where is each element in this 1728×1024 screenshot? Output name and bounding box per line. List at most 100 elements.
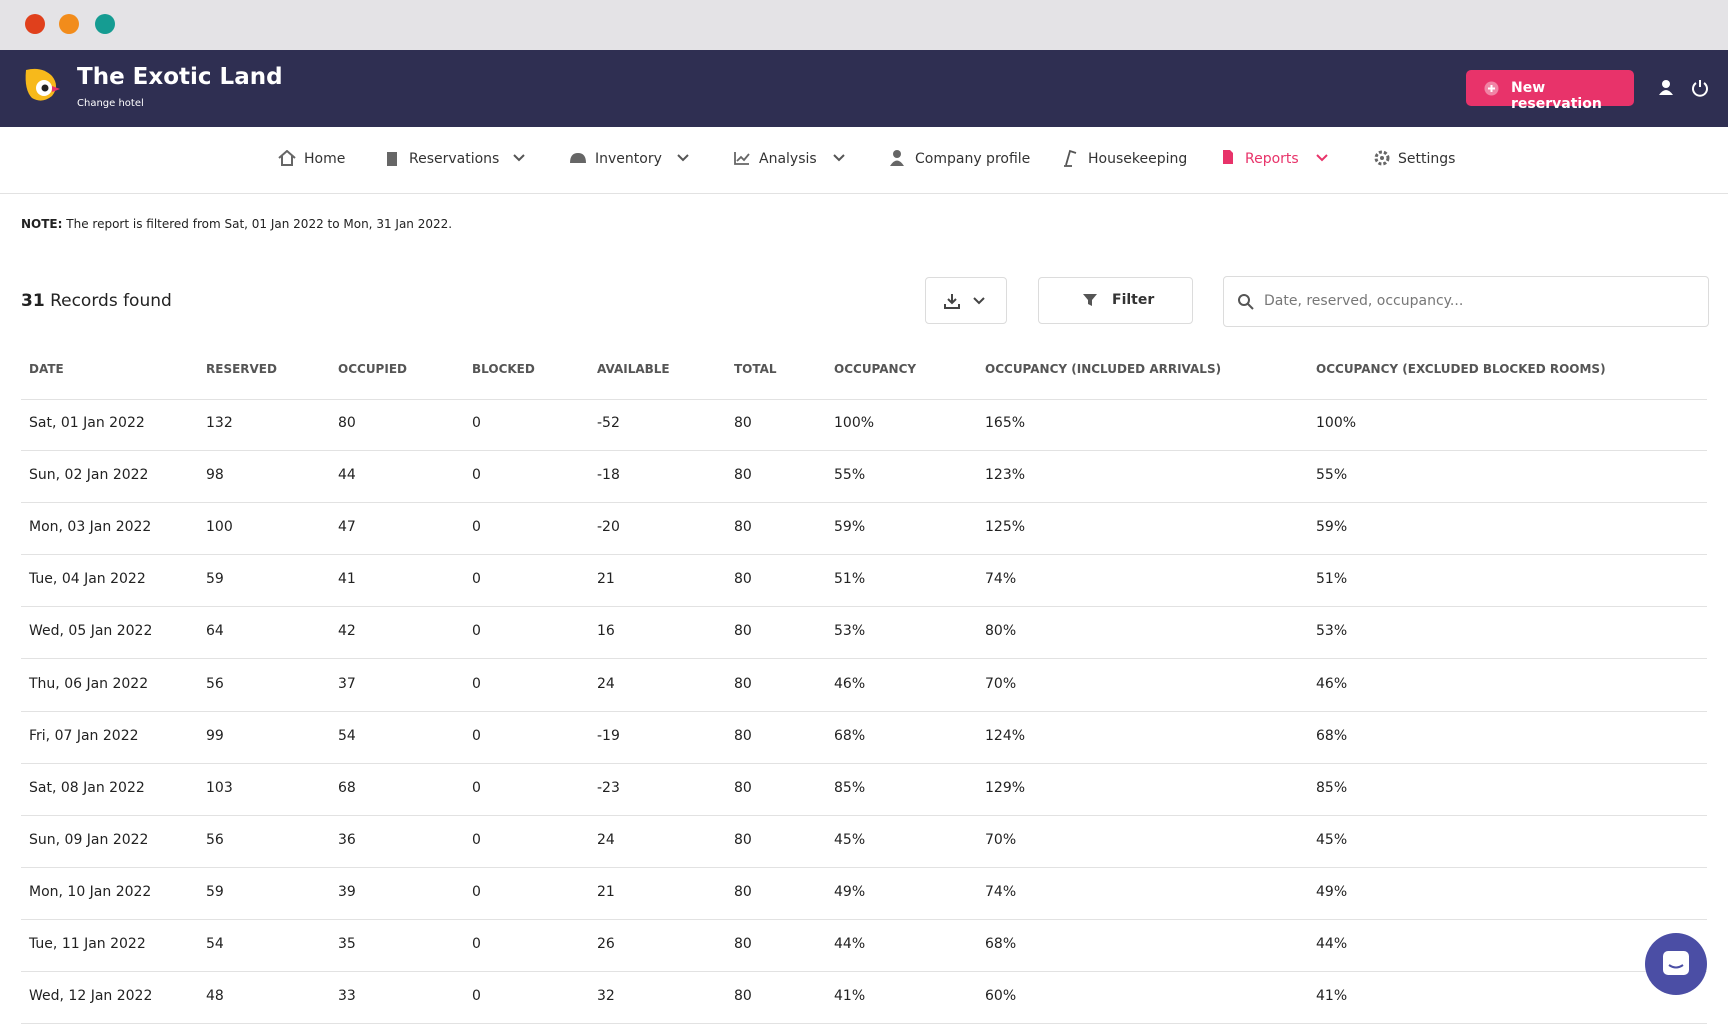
- table-cell: 80: [734, 467, 752, 484]
- table-cell: 45%: [1316, 831, 1348, 848]
- row-divider: [21, 658, 1707, 660]
- close-dot[interactable]: [25, 14, 45, 34]
- table-cell: 123%: [985, 467, 1026, 484]
- table-cell: 21: [597, 571, 615, 588]
- table-cell: Thu, 06 Jan 2022: [29, 675, 149, 692]
- table-cell: 44: [338, 467, 356, 484]
- note-label: NOTE:: [21, 217, 63, 231]
- chevron[interactable]: [513, 154, 525, 162]
- table-cell: -20: [597, 519, 620, 536]
- table-cell: 80: [734, 675, 752, 692]
- table-cell: 0: [472, 519, 481, 536]
- chevron[interactable]: [833, 154, 845, 162]
- table-cell: 80: [734, 623, 752, 640]
- nav-reservations[interactable]: Reservations: [409, 151, 500, 167]
- nav-analysis[interactable]: Analysis: [759, 151, 817, 167]
- nav-company-profile[interactable]: Company profile: [915, 151, 1031, 167]
- new-reservation-button[interactable]: New reservation: [1466, 70, 1634, 112]
- table-cell: 132: [206, 415, 233, 431]
- table-cell: 64: [206, 623, 224, 640]
- table-cell: 53%: [1316, 623, 1348, 640]
- table-cell: 59%: [1316, 519, 1348, 536]
- nav-home[interactable]: Home: [304, 151, 346, 167]
- table-cell: 16: [597, 623, 615, 640]
- filter-icon: [1083, 294, 1097, 306]
- table-cell: 70%: [985, 675, 1017, 692]
- table-cell: 0: [472, 936, 481, 952]
- table-cell: -19: [597, 727, 620, 744]
- table-cell: Tue, 11 Jan 2022: [29, 936, 146, 952]
- table-cell: 37: [338, 675, 356, 692]
- table-cell: 80: [734, 415, 752, 431]
- table-cell: 103: [206, 779, 233, 796]
- table-cell: 0: [472, 883, 481, 900]
- column-header: BLOCKED: [472, 362, 535, 376]
- row-divider: [21, 554, 1707, 556]
- table-cell: 80: [734, 936, 752, 952]
- table-cell: 100%: [834, 415, 875, 431]
- row-divider: [21, 918, 1707, 920]
- table-cell: 41: [338, 571, 356, 588]
- chat-icon: [1663, 951, 1689, 975]
- hotel-name: The Exotic Land: [77, 64, 283, 90]
- table-cell: 0: [472, 988, 481, 1005]
- table-cell: 51%: [834, 571, 866, 588]
- table-cell: 100%: [1316, 415, 1357, 431]
- row-divider: [21, 814, 1707, 816]
- table-cell: Wed, 05 Jan 2022: [29, 623, 153, 640]
- table-cell: 44%: [834, 936, 866, 952]
- table-cell: 46%: [834, 675, 866, 692]
- table-cell: 26: [597, 936, 615, 952]
- chevron[interactable]: [1316, 154, 1328, 162]
- table-cell: 68%: [1316, 727, 1348, 744]
- table-cell: 56: [206, 831, 224, 848]
- user-icon[interactable]: [1658, 79, 1674, 97]
- logo: [25, 68, 60, 101]
- table-cell: 100: [206, 519, 233, 536]
- filter-button[interactable]: Filter: [1038, 277, 1193, 324]
- row-divider: [21, 450, 1707, 451]
- home-icon: [278, 150, 296, 166]
- table-cell: 0: [472, 779, 481, 796]
- table-cell: 24: [597, 831, 615, 848]
- row-divider: [21, 762, 1707, 764]
- column-header: OCCUPANCY: [834, 362, 917, 376]
- table-cell: 59%: [834, 519, 866, 536]
- table-cell: 68: [338, 779, 356, 796]
- table-cell: 68%: [834, 727, 866, 744]
- table-cell: 80: [734, 571, 752, 588]
- table-cell: 46%: [1316, 675, 1348, 692]
- filter-label: Filter: [1112, 292, 1155, 308]
- table-cell: 80: [734, 727, 752, 744]
- table-cell: -52: [597, 415, 620, 431]
- row-divider: [21, 710, 1707, 712]
- table-cell: -18: [597, 467, 620, 484]
- nav-bar: Home Reservations Inventory Analysis Com…: [0, 127, 1728, 194]
- minimize-dot[interactable]: [59, 14, 79, 34]
- table-cell: 0: [472, 415, 481, 431]
- table-cell: 74%: [985, 571, 1017, 588]
- download-button[interactable]: [925, 277, 1007, 324]
- nav-inventory[interactable]: Inventory: [595, 151, 662, 167]
- table-cell: 85%: [1316, 779, 1348, 796]
- nav-reports[interactable]: Reports: [1245, 151, 1299, 167]
- table-cell: 59: [206, 883, 224, 900]
- maximize-dot[interactable]: [95, 14, 115, 34]
- chat-button[interactable]: [1645, 933, 1707, 995]
- nav-housekeeping[interactable]: Housekeeping: [1088, 151, 1188, 167]
- table-cell: 32: [597, 988, 615, 1005]
- table-cell: Sat, 08 Jan 2022: [29, 779, 145, 796]
- download-icon: [944, 294, 985, 309]
- table-cell: 54: [206, 936, 224, 952]
- power-icon[interactable]: [1691, 79, 1709, 97]
- change-hotel-link[interactable]: Change hotel: [77, 98, 144, 109]
- chevron[interactable]: [677, 154, 689, 162]
- search-input[interactable]: Date, reserved, occupancy...: [1223, 276, 1709, 327]
- table-cell: 85%: [834, 779, 866, 796]
- row-divider: [21, 502, 1707, 504]
- table-cell: 129%: [985, 779, 1026, 796]
- button-label: New reservation: [1511, 80, 1602, 112]
- table-cell: 0: [472, 571, 481, 588]
- nav-settings[interactable]: Settings: [1398, 151, 1456, 167]
